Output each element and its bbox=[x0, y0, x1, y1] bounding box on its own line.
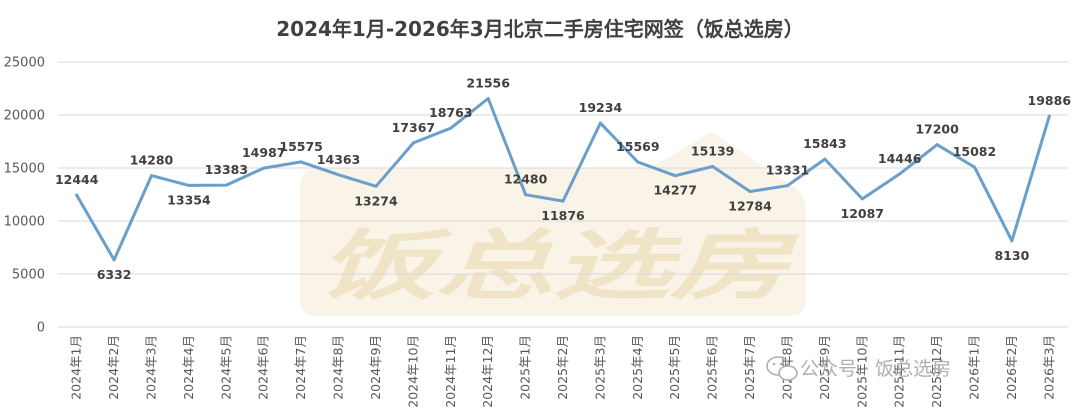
x-tick-label: 2024年1月 bbox=[69, 335, 84, 400]
data-label: 8130 bbox=[994, 248, 1029, 263]
data-point bbox=[711, 165, 715, 169]
data-label: 15569 bbox=[616, 139, 660, 154]
data-point bbox=[935, 143, 939, 147]
footer-text: 公众号 · 饭总选房 bbox=[800, 358, 951, 380]
x-tick-label: 2025年7月 bbox=[742, 335, 757, 400]
data-point bbox=[860, 197, 864, 201]
watermark-house-shape bbox=[300, 132, 806, 316]
data-label: 12784 bbox=[728, 198, 772, 213]
data-point bbox=[374, 184, 378, 188]
x-tick-label: 2025年9月 bbox=[817, 335, 832, 400]
data-point bbox=[75, 193, 79, 197]
x-axis: 2024年1月 2024年2月 2024年3月 2024年4月 2024年5月 2024年… bbox=[69, 335, 1057, 408]
chart-title: 2024年1月-2026年3月北京二手房住宅网签（饭总选房） bbox=[276, 17, 803, 41]
x-tick-label: 2025年5月 bbox=[667, 335, 682, 400]
data-point bbox=[299, 160, 303, 164]
data-label: 12480 bbox=[504, 172, 548, 187]
data-point bbox=[337, 173, 341, 177]
x-tick-label: 2025年4月 bbox=[630, 335, 645, 400]
data-label: 14987 bbox=[242, 145, 286, 160]
x-tick-label: 2024年6月 bbox=[256, 335, 271, 400]
data-point bbox=[224, 183, 228, 187]
x-tick-label: 2024年2月 bbox=[106, 335, 121, 400]
data-label: 18763 bbox=[429, 105, 473, 120]
data-label: 13354 bbox=[167, 192, 211, 207]
data-label: 6332 bbox=[97, 267, 132, 282]
data-point bbox=[785, 184, 789, 188]
data-label: 19886 bbox=[1028, 93, 1072, 108]
data-label: 15139 bbox=[691, 144, 735, 159]
y-tick-label: 25000 bbox=[4, 56, 45, 71]
data-point bbox=[1047, 114, 1051, 118]
data-point bbox=[673, 174, 677, 178]
x-tick-label: 2025年2月 bbox=[555, 335, 570, 400]
data-label: 21556 bbox=[466, 76, 510, 91]
data-label: 12444 bbox=[55, 172, 99, 187]
x-tick-label: 2025年12月 bbox=[929, 335, 944, 408]
y-tick-label: 5000 bbox=[12, 268, 45, 283]
x-tick-label: 2025年3月 bbox=[592, 335, 607, 400]
y-axis: 0 5000 10000 15000 20000 25000 bbox=[4, 56, 45, 336]
data-label: 13383 bbox=[205, 162, 249, 177]
data-point bbox=[823, 157, 827, 161]
data-label: 15843 bbox=[803, 136, 847, 151]
x-tick-label: 2024年8月 bbox=[331, 335, 346, 400]
data-point bbox=[112, 258, 116, 262]
x-tick-label: 2026年3月 bbox=[1041, 335, 1056, 400]
x-tick-label: 2024年7月 bbox=[293, 335, 308, 400]
data-point bbox=[748, 189, 752, 193]
x-tick-label: 2024年5月 bbox=[218, 335, 233, 400]
data-label: 15575 bbox=[279, 139, 323, 154]
data-label: 11876 bbox=[541, 208, 585, 223]
x-tick-label: 2026年1月 bbox=[966, 335, 981, 400]
data-point bbox=[636, 160, 640, 164]
x-tick-label: 2024年4月 bbox=[181, 335, 196, 400]
data-point bbox=[150, 174, 154, 178]
data-point bbox=[187, 183, 191, 187]
x-tick-label: 2026年2月 bbox=[1004, 335, 1019, 400]
gridlines bbox=[58, 61, 1068, 328]
data-point bbox=[972, 165, 976, 169]
data-point bbox=[411, 141, 415, 145]
data-label: 17367 bbox=[392, 120, 436, 135]
y-tick-label: 20000 bbox=[4, 109, 45, 124]
data-point bbox=[262, 166, 266, 170]
x-tick-label: 2024年9月 bbox=[368, 335, 383, 400]
data-label: 13274 bbox=[354, 193, 398, 208]
data-label: 14363 bbox=[317, 152, 361, 167]
data-point bbox=[449, 126, 453, 130]
data-point bbox=[1010, 239, 1014, 243]
watermark-text: 饭总选房 bbox=[318, 221, 799, 310]
x-tick-label: 2024年11月 bbox=[443, 335, 458, 408]
y-tick-label: 0 bbox=[37, 321, 45, 336]
data-label: 15082 bbox=[953, 144, 997, 159]
data-point bbox=[598, 121, 602, 125]
data-label: 13331 bbox=[766, 163, 810, 178]
x-tick-label: 2025年6月 bbox=[705, 335, 720, 400]
x-tick-label: 2024年12月 bbox=[480, 335, 495, 408]
data-label: 14277 bbox=[653, 183, 697, 198]
y-tick-label: 10000 bbox=[4, 215, 45, 230]
x-tick-label: 2025年11月 bbox=[892, 335, 907, 408]
y-tick-label: 15000 bbox=[4, 162, 45, 177]
footer: 公众号 · 饭总选房 bbox=[766, 356, 951, 381]
data-point bbox=[486, 97, 490, 101]
x-tick-label: 2025年1月 bbox=[518, 335, 533, 400]
x-tick-label: 2024年10月 bbox=[405, 335, 420, 408]
data-label: 12087 bbox=[841, 206, 885, 221]
data-label: 19234 bbox=[579, 100, 623, 115]
data-label: 17200 bbox=[915, 122, 959, 137]
data-point bbox=[561, 199, 565, 203]
wechat-icon bbox=[766, 356, 798, 381]
series-layer bbox=[75, 97, 1051, 262]
data-label: 14280 bbox=[130, 153, 174, 168]
data-point bbox=[524, 193, 528, 197]
data-label: 14446 bbox=[878, 151, 922, 166]
data-point bbox=[898, 172, 902, 176]
x-tick-label: 2025年10月 bbox=[854, 335, 869, 408]
x-tick-label: 2024年3月 bbox=[144, 335, 159, 400]
watermark: 饭总选房 bbox=[300, 132, 806, 316]
